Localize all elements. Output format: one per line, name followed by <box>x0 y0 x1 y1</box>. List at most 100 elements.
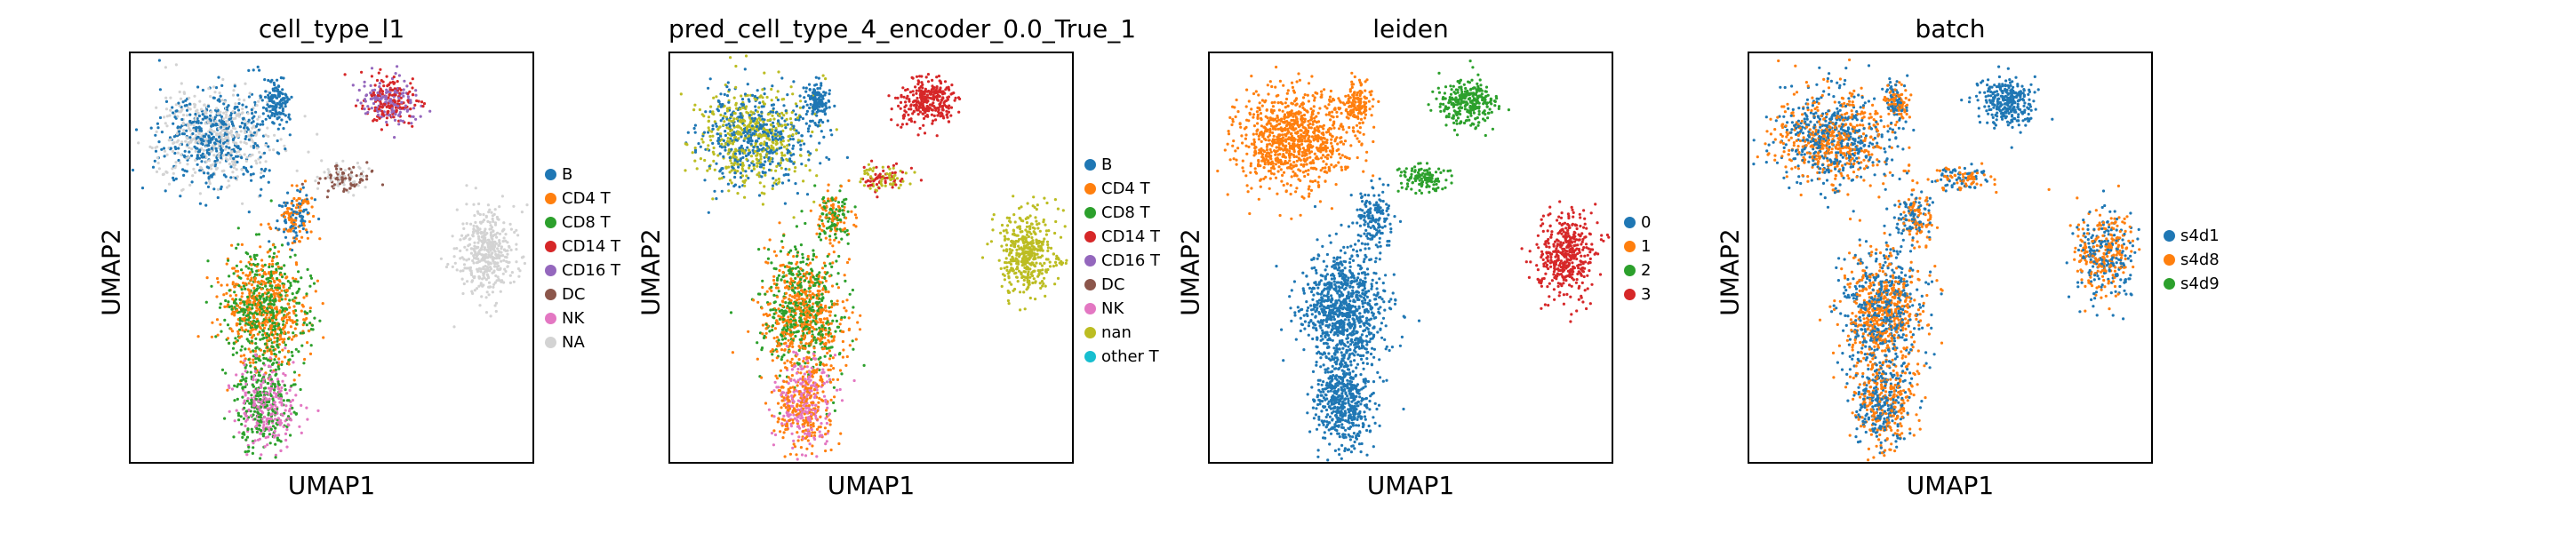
scatter-point <box>172 176 175 179</box>
scatter-point <box>250 165 253 169</box>
scatter-point <box>264 436 268 440</box>
scatter-point <box>906 88 909 91</box>
scatter-point <box>316 181 321 185</box>
scatter-point <box>289 412 293 416</box>
scatter-point <box>337 171 340 174</box>
scatter-point <box>817 98 821 101</box>
scatter-point <box>259 393 262 396</box>
scatter-point <box>794 182 797 186</box>
scatter-point <box>237 112 241 115</box>
scatter-point <box>286 330 290 334</box>
scatter-point <box>1025 233 1029 236</box>
scatter-point <box>901 114 905 118</box>
scatter-point <box>799 143 803 147</box>
scatter-point <box>740 128 744 131</box>
scatter-point <box>207 105 211 108</box>
scatter-point <box>234 337 237 340</box>
scatter-point <box>744 179 748 182</box>
scatter-point <box>251 303 254 307</box>
scatter-point <box>753 94 757 99</box>
scatter-point <box>733 152 737 155</box>
scatter-point <box>236 269 240 273</box>
scatter-point <box>244 377 248 380</box>
scatter-point <box>259 397 262 402</box>
scatter-point <box>863 169 867 173</box>
scatter-point <box>378 116 381 120</box>
scatter-point <box>293 327 297 330</box>
scatter-point <box>292 378 296 382</box>
scatter-point <box>765 147 769 150</box>
scatter-point <box>252 298 256 301</box>
scatter-point <box>908 99 911 103</box>
scatter-point <box>233 290 236 294</box>
scatter-point <box>980 256 985 259</box>
scatter-point <box>230 160 235 163</box>
scatter-point <box>236 383 240 386</box>
scatter-point <box>518 269 522 273</box>
scatter-point <box>273 336 276 339</box>
scatter-point <box>210 149 213 153</box>
scatter-point <box>801 116 804 121</box>
scatter-point <box>288 117 292 121</box>
scatter-point <box>479 270 483 274</box>
scatter-point <box>268 297 272 300</box>
scatter-point <box>707 211 710 214</box>
scatter-point <box>227 154 230 157</box>
scatter-point <box>234 102 237 106</box>
scatter-point <box>266 332 269 336</box>
scatter-point <box>268 80 273 84</box>
scatter-point <box>268 407 272 410</box>
legend-label: CD16 T <box>562 261 621 280</box>
scatter-point <box>296 188 300 192</box>
scatter-point <box>724 166 728 170</box>
scatter-point <box>813 122 817 125</box>
scatter-point <box>763 123 766 126</box>
scatter-point <box>266 407 269 410</box>
scatter-point <box>483 246 486 250</box>
scatter-point <box>709 105 713 108</box>
scatter-point <box>273 401 276 404</box>
scatter-point <box>269 273 273 276</box>
scatter-point <box>288 286 292 290</box>
scatter-point <box>304 208 308 211</box>
scatter-point <box>258 354 261 358</box>
scatter-point <box>276 346 280 349</box>
scatter-point <box>217 112 220 115</box>
scatter-point <box>911 93 916 97</box>
scatter-point <box>224 298 228 303</box>
scatter-point <box>828 157 831 161</box>
scatter-point <box>748 116 752 120</box>
scatter-point <box>790 111 794 115</box>
scatter-point <box>793 170 796 173</box>
scatter-point <box>716 154 720 157</box>
scatter-point <box>828 92 831 96</box>
scatter-point <box>209 122 212 125</box>
scatter-point <box>734 64 738 68</box>
scatter-point <box>770 87 773 91</box>
scatter-point <box>262 151 267 155</box>
scatter-point <box>476 257 480 261</box>
scatter-point <box>265 296 268 299</box>
scatter-point <box>358 178 363 181</box>
scatter-point <box>397 123 401 126</box>
scatter-point <box>210 124 213 128</box>
scatter-point <box>373 88 377 91</box>
scatter-point <box>251 112 254 115</box>
scatter-point <box>917 106 921 109</box>
scatter-point <box>306 267 309 271</box>
scatter-point <box>301 227 305 231</box>
scatter-point <box>231 93 236 97</box>
scatter-point <box>270 265 275 268</box>
scatter-point <box>264 298 268 302</box>
scatter-point <box>505 259 508 263</box>
scatter-point <box>764 173 767 177</box>
scatter-point <box>316 132 319 136</box>
scatter-point <box>348 177 351 180</box>
scatter-point <box>747 152 750 155</box>
scatter-point <box>295 199 299 203</box>
scatter-point <box>308 352 313 355</box>
scatter-point <box>397 114 401 117</box>
scatter-point <box>370 170 373 173</box>
scatter-point <box>289 418 293 422</box>
scatter-point <box>276 127 280 131</box>
